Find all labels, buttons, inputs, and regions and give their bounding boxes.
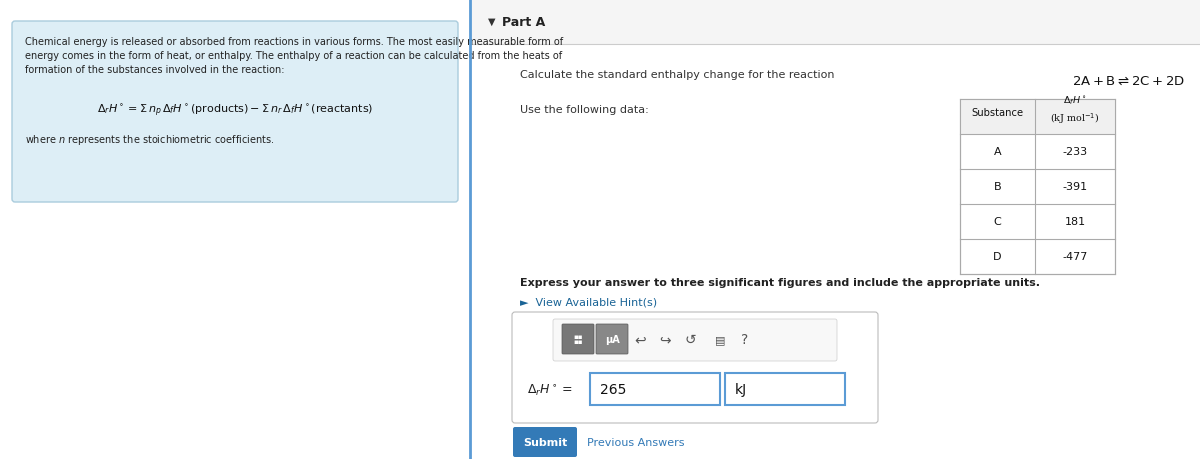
Text: ►  View Available Hint(s): ► View Available Hint(s) (520, 297, 658, 308)
Text: Submit: Submit (523, 437, 568, 447)
Text: $2\mathrm{A} + \mathrm{B} \rightleftharpoons 2\mathrm{C} + 2\mathrm{D}$: $2\mathrm{A} + \mathrm{B} \rightleftharp… (1072, 75, 1186, 88)
Text: 181: 181 (1064, 217, 1086, 227)
Text: -477: -477 (1062, 252, 1087, 262)
Text: ↪: ↪ (659, 332, 671, 346)
FancyBboxPatch shape (12, 22, 458, 202)
Bar (470, 0, 1200, 45)
Text: 265: 265 (600, 382, 626, 396)
Text: where $n$ represents the stoichiometric coefficients.: where $n$ represents the stoichiometric … (25, 133, 275, 147)
Bar (960, 100, 1115, 134)
Text: B: B (994, 182, 1001, 192)
Bar (590, 373, 720, 405)
Text: ▼: ▼ (488, 17, 496, 27)
FancyBboxPatch shape (562, 325, 594, 354)
Bar (960, 100, 1115, 274)
Text: C: C (994, 217, 1001, 227)
Text: kJ: kJ (734, 382, 748, 396)
Text: ▪▪
▪▪: ▪▪ ▪▪ (574, 334, 583, 345)
Text: ↺: ↺ (684, 332, 696, 346)
Text: $\Delta_r H^\circ = \Sigma\, n_p\, \Delta_f H^\circ(\mathrm{products}) - \Sigma\: $\Delta_r H^\circ = \Sigma\, n_p\, \Delt… (97, 103, 373, 119)
Text: μA: μA (605, 334, 619, 344)
Text: ?: ? (742, 332, 749, 346)
Text: Chemical energy is released or absorbed from reactions in various forms. The mos: Chemical energy is released or absorbed … (25, 37, 563, 75)
FancyBboxPatch shape (596, 325, 628, 354)
Text: Use the following data:: Use the following data: (520, 105, 649, 115)
Text: ↩: ↩ (634, 332, 646, 346)
FancyBboxPatch shape (512, 312, 878, 423)
Text: ▤: ▤ (715, 334, 725, 344)
FancyBboxPatch shape (553, 319, 838, 361)
Text: Substance: Substance (972, 107, 1024, 117)
Text: -233: -233 (1062, 147, 1087, 157)
Text: Express your answer to three significant figures and include the appropriate uni: Express your answer to three significant… (520, 277, 1040, 287)
Text: -391: -391 (1062, 182, 1087, 192)
Text: $\Delta_r H^\circ =$: $\Delta_r H^\circ =$ (527, 381, 572, 397)
FancyBboxPatch shape (514, 427, 577, 457)
Text: Calculate the standard enthalpy change for the reaction: Calculate the standard enthalpy change f… (520, 70, 834, 80)
Text: Part A: Part A (502, 16, 545, 28)
Text: Previous Answers: Previous Answers (587, 437, 684, 447)
Text: A: A (994, 147, 1001, 157)
Text: D: D (994, 252, 1002, 262)
Bar (725, 373, 845, 405)
Text: $\Delta_f H^\circ$
(kJ mol$^{-1}$): $\Delta_f H^\circ$ (kJ mol$^{-1}$) (1050, 95, 1099, 126)
